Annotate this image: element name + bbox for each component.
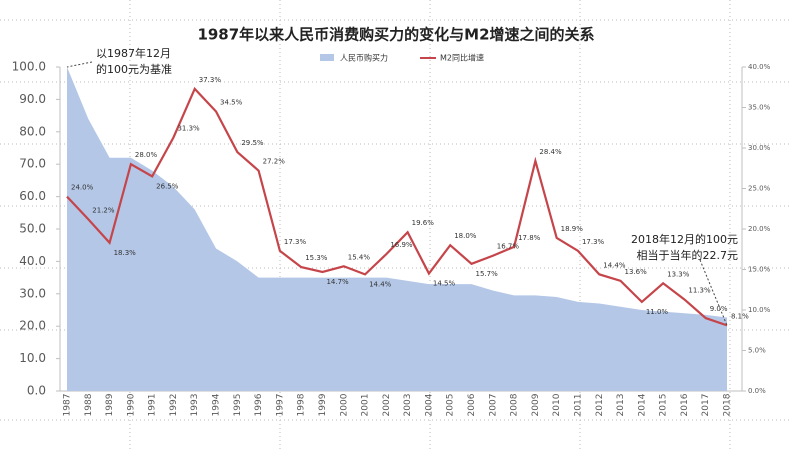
annotation: 以1987年12月 [96, 46, 171, 60]
y2-tick-label: 30.0% [748, 144, 771, 152]
data-label: 15.7% [476, 270, 499, 278]
y2-tick-label: 35.0% [748, 104, 771, 112]
data-label: 18.3% [114, 249, 137, 257]
legend-label: 人民币购买力 [340, 53, 388, 63]
x-tick-label: 2017 [701, 394, 711, 417]
y-tick-label: 90.0 [19, 92, 46, 106]
data-label: 17.3% [284, 238, 307, 246]
x-tick-label: 2000 [339, 393, 349, 416]
y-tick-label: 10.0 [19, 351, 46, 365]
data-label: 11.0% [646, 308, 669, 316]
data-label: 37.3% [199, 76, 222, 84]
x-tick-label: 2007 [488, 394, 498, 417]
data-label: 14.5% [433, 280, 456, 288]
y2-tick-label: 40.0% [748, 63, 771, 71]
x-tick-label: 1993 [190, 394, 200, 417]
y2-tick-label: 20.0% [748, 225, 771, 233]
y-tick-label: 80.0 [19, 124, 46, 138]
y-tick-label: 40.0 [19, 254, 46, 268]
x-tick-label: 1997 [275, 394, 285, 417]
data-label: 13.6% [625, 268, 648, 276]
x-tick-label: 1996 [254, 393, 264, 416]
data-label: 28.4% [539, 148, 562, 156]
y-tick-label: 0.0 [27, 384, 46, 398]
data-label: 9.0% [710, 305, 728, 313]
x-tick-label: 1998 [297, 393, 307, 416]
data-label: 14.4% [603, 261, 626, 269]
legend-label: M2同比增速 [440, 53, 484, 63]
data-label: 29.5% [241, 139, 264, 147]
annotation: 2018年12月的100元 [631, 232, 738, 246]
legend-swatch [320, 54, 334, 61]
x-tick-label: 1995 [233, 394, 243, 417]
data-label: 24.0% [71, 184, 94, 192]
x-tick-label: 2006 [467, 393, 477, 416]
data-label: 16.9% [390, 241, 413, 249]
data-label: 18.0% [454, 232, 477, 240]
data-label: 34.5% [220, 99, 243, 107]
y2-tick-label: 10.0% [748, 306, 771, 314]
data-label: 16.7% [497, 243, 520, 251]
x-tick-label: 1994 [212, 393, 222, 416]
y-tick-label: 60.0 [19, 189, 46, 203]
data-label: 11.3% [688, 286, 711, 294]
data-label: 8.1% [731, 312, 749, 320]
annotation: 的100元为基准 [96, 62, 172, 76]
y-tick-label: 70.0 [19, 157, 46, 171]
data-label: 27.2% [263, 158, 286, 166]
y2-tick-label: 15.0% [748, 266, 771, 274]
x-tick-label: 2004 [424, 393, 434, 416]
data-label: 18.9% [561, 225, 584, 233]
chart-title: 1987年以来人民币消费购买力的变化与M2增速之间的关系 [197, 26, 594, 44]
x-tick-label: 1989 [105, 393, 115, 416]
x-tick-label: 2012 [595, 394, 605, 417]
data-label: 17.8% [518, 234, 541, 242]
annotation: 相当于当年的22.7元 [637, 248, 739, 262]
x-tick-label: 2001 [361, 394, 371, 417]
x-tick-label: 1999 [318, 393, 328, 416]
y-tick-label: 100.0 [12, 60, 46, 74]
data-label: 28.0% [135, 151, 158, 159]
x-tick-label: 2005 [446, 394, 456, 417]
annotation-pointer [66, 61, 93, 68]
data-label: 14.4% [369, 280, 392, 288]
data-label: 14.7% [326, 278, 349, 286]
data-label: 19.6% [412, 219, 435, 227]
x-tick-label: 1991 [148, 394, 158, 417]
x-tick-label: 2008 [510, 393, 520, 416]
y2-tick-label: 5.0% [748, 347, 766, 355]
data-label: 15.3% [305, 254, 328, 262]
x-tick-label: 2002 [382, 394, 392, 417]
data-label: 21.2% [92, 206, 115, 214]
x-tick-label: 2015 [659, 394, 669, 417]
y2-tick-label: 25.0% [748, 185, 771, 193]
x-tick-label: 2009 [531, 393, 541, 416]
data-label: 26.5% [156, 182, 179, 190]
y-tick-label: 50.0 [19, 222, 46, 236]
x-tick-label: 2018 [723, 393, 733, 416]
x-tick-label: 1988 [84, 393, 94, 416]
y-tick-label: 20.0 [19, 319, 46, 333]
x-tick-label: 2003 [403, 394, 413, 417]
x-tick-label: 1987 [63, 394, 73, 417]
x-tick-label: 2011 [573, 394, 583, 417]
line [66, 86, 728, 327]
x-tick-label: 2013 [616, 394, 626, 417]
y2-tick-label: 0.0% [748, 387, 766, 395]
x-tick-label: 2010 [552, 393, 562, 416]
data-label: 17.3% [582, 238, 605, 246]
data-label: 13.3% [667, 270, 690, 278]
x-tick-label: 2014 [637, 393, 647, 416]
data-label: 15.4% [348, 253, 371, 261]
x-tick-label: 2016 [680, 393, 690, 416]
x-tick-label: 1992 [169, 394, 179, 417]
x-tick-label: 1990 [126, 393, 136, 416]
area [67, 67, 727, 391]
data-label: 31.3% [177, 124, 200, 132]
y-tick-label: 30.0 [19, 286, 46, 300]
